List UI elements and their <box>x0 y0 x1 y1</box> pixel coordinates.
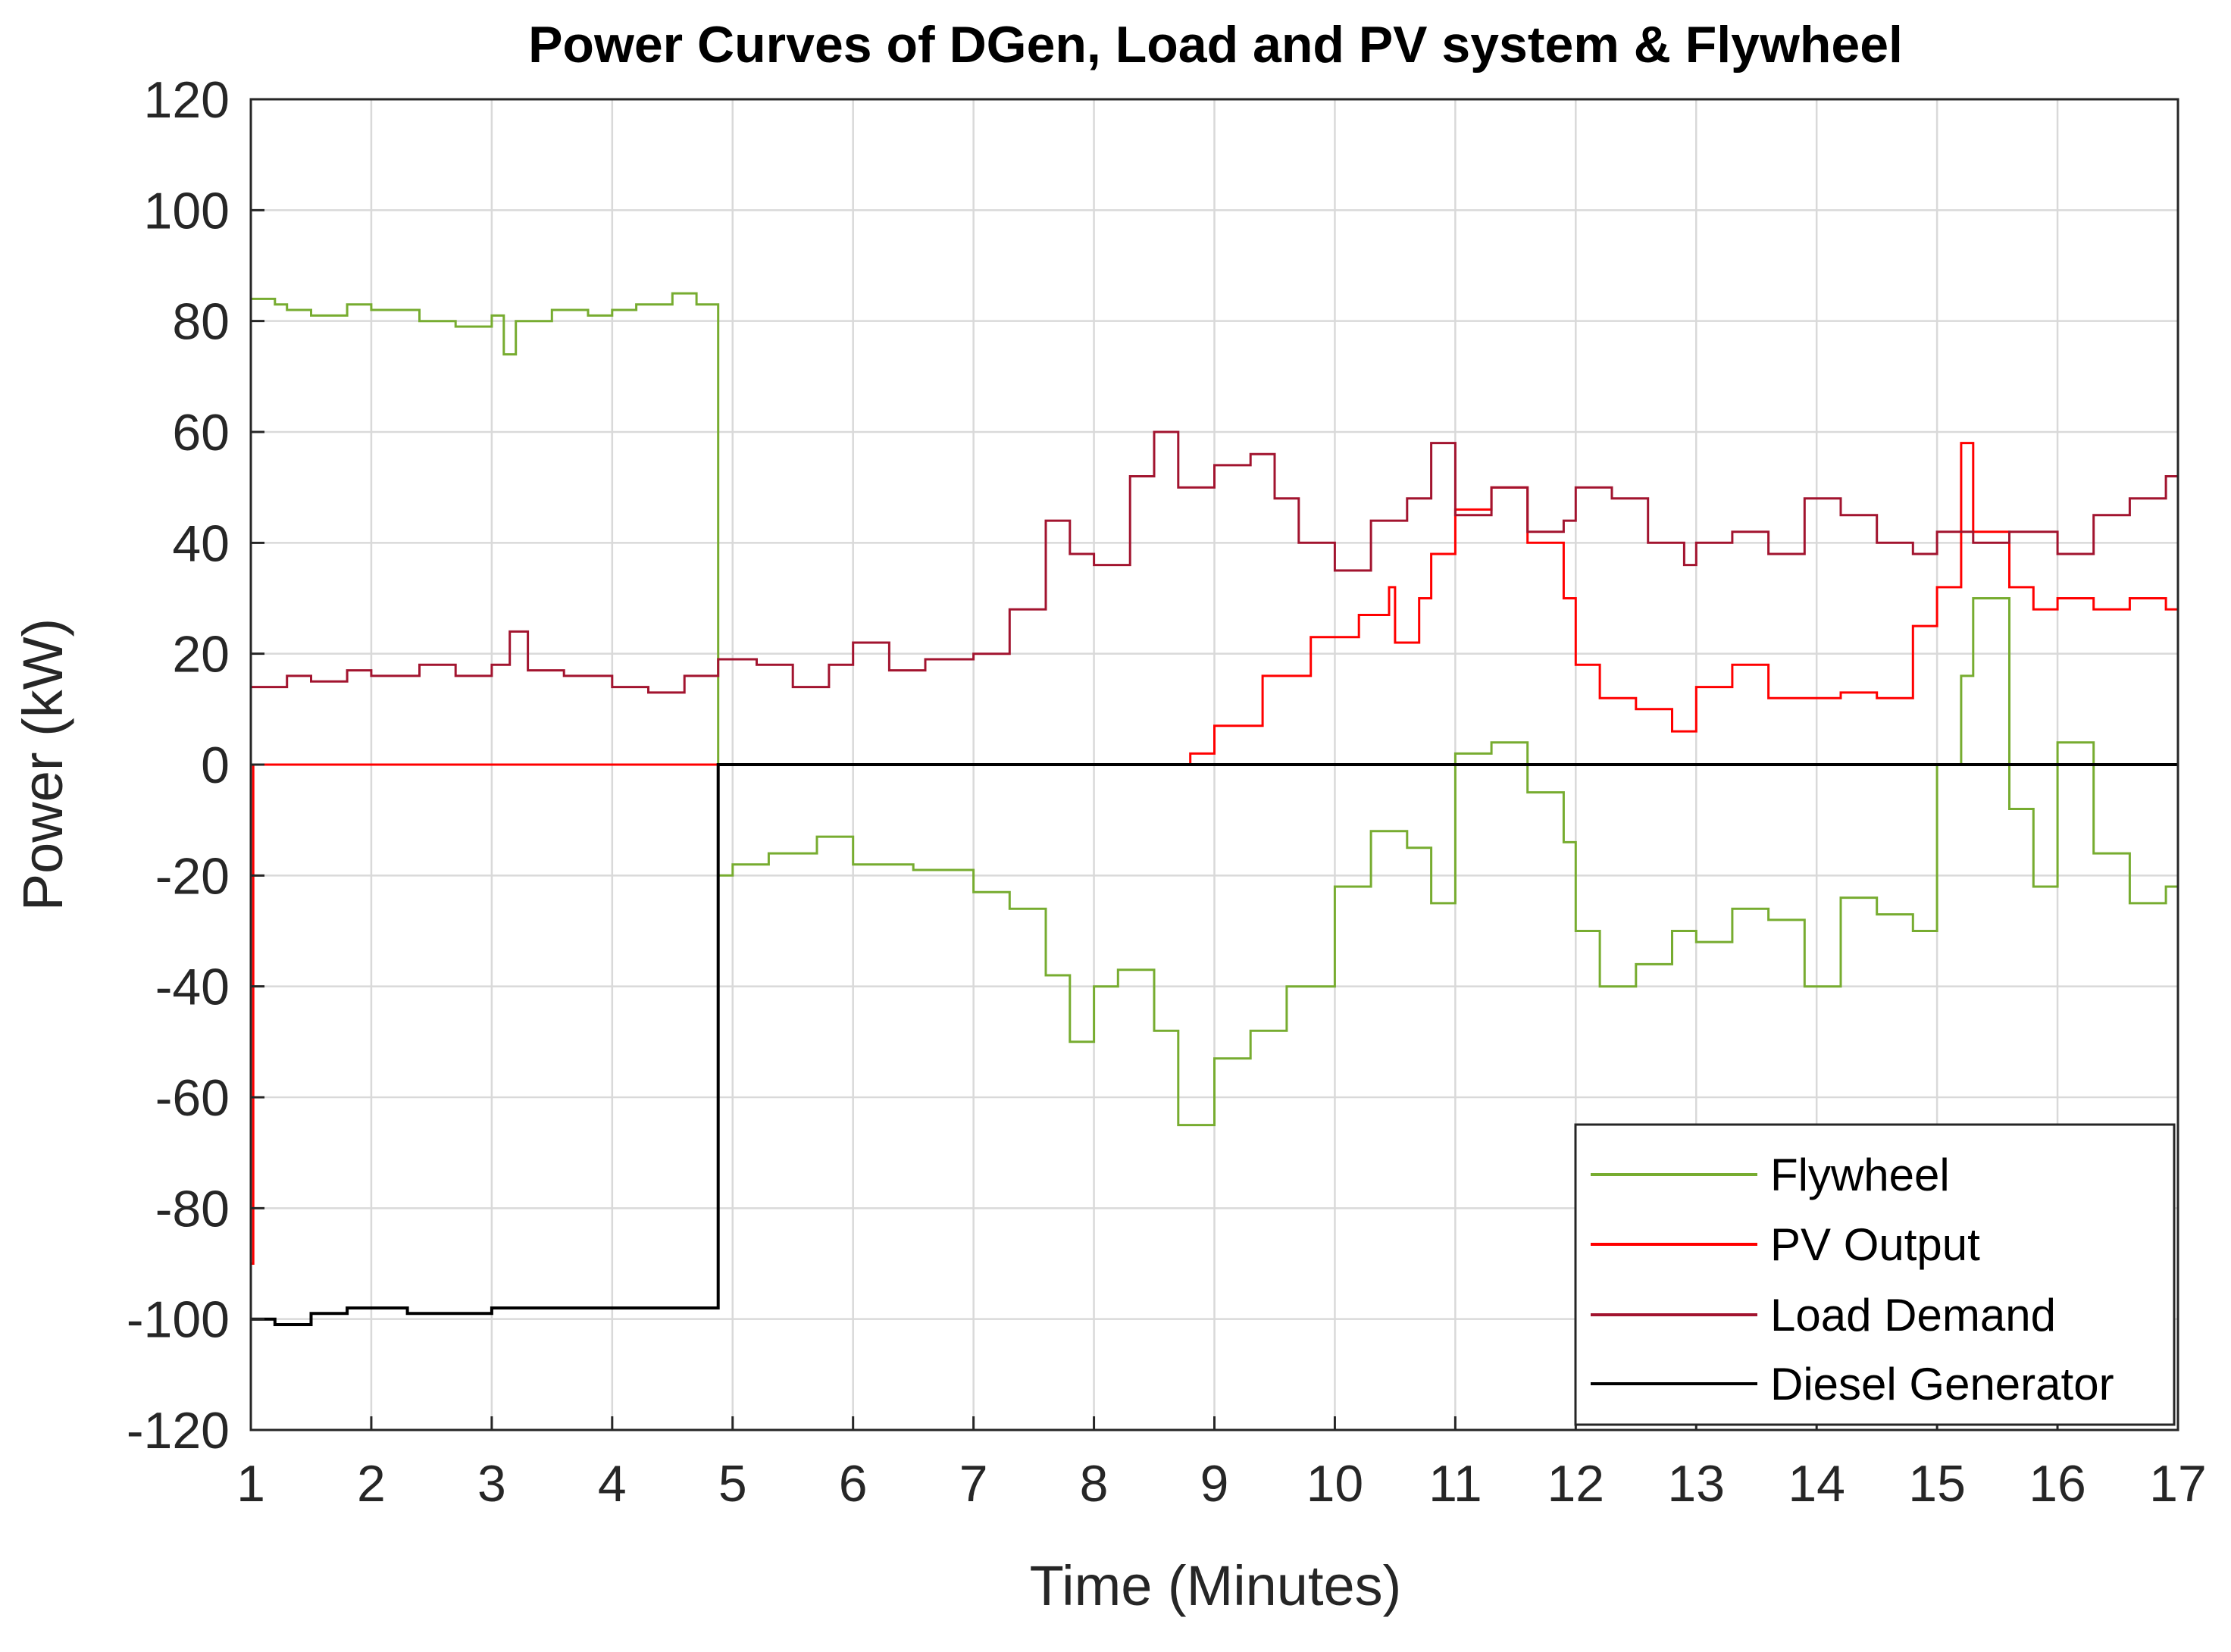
legend-label-pv-output: PV Output <box>1770 1219 1980 1270</box>
x-tick-label: 2 <box>357 1455 386 1513</box>
series-line-load-demand <box>251 430 2179 694</box>
x-tick-label: 7 <box>959 1455 988 1513</box>
x-tick-label: 14 <box>1788 1455 1845 1513</box>
x-tick-label: 13 <box>1667 1455 1725 1513</box>
x-tick-label: 10 <box>1306 1455 1364 1513</box>
series-line-pv-output <box>251 442 2179 1265</box>
legend-label-load-demand: Load Demand <box>1770 1290 2056 1341</box>
x-tick-label: 9 <box>1200 1455 1229 1513</box>
y-tick-label: -80 <box>155 1180 230 1237</box>
legend-label-flywheel: Flywheel <box>1770 1150 1950 1200</box>
y-tick-label: 80 <box>172 293 230 351</box>
x-tick-label: 12 <box>1547 1455 1604 1513</box>
y-tick-label: 100 <box>144 182 230 239</box>
x-tick-label: 4 <box>598 1455 627 1513</box>
x-tick-label: 11 <box>1428 1455 1482 1513</box>
x-tick-label: 1 <box>236 1455 265 1513</box>
x-tick-label: 3 <box>477 1455 506 1513</box>
x-axis-ticks: 1 2 3 4 5 6 7 8 9 10 11 12 13 14 15 16 17 <box>236 1416 2207 1513</box>
legend: Flywheel PV Output Load Demand Diesel Ge… <box>1574 1123 2176 1426</box>
y-tick-label: 0 <box>201 737 230 794</box>
series-group <box>251 292 2179 1326</box>
x-tick-label: 17 <box>2149 1455 2207 1513</box>
x-axis-label: Time (Minutes) <box>1030 1554 1402 1617</box>
x-tick-label: 5 <box>718 1455 747 1513</box>
y-tick-label: 120 <box>144 71 230 129</box>
series-line-flywheel <box>251 292 2179 1127</box>
y-tick-label: -60 <box>155 1069 230 1127</box>
series-line-diesel-generator <box>251 763 2178 1326</box>
x-tick-label: 16 <box>2029 1455 2086 1513</box>
y-tick-label: -40 <box>155 959 230 1016</box>
y-tick-label: -120 <box>127 1402 230 1460</box>
legend-label-diesel-generator: Diesel Generator <box>1770 1359 2114 1410</box>
y-axis-ticks: 120 100 80 60 40 20 0 -20 -40 -60 -80 -100 -120 <box>127 71 264 1460</box>
x-tick-label: 15 <box>1908 1455 1966 1513</box>
x-tick-label: 6 <box>839 1455 868 1513</box>
y-tick-label: -20 <box>155 847 230 905</box>
y-tick-label: 20 <box>172 626 230 684</box>
x-tick-label: 8 <box>1080 1455 1109 1513</box>
y-tick-label: 60 <box>172 404 230 461</box>
y-tick-label: 40 <box>172 515 230 572</box>
y-axis-label: Power (kW) <box>11 618 74 911</box>
y-tick-label: -100 <box>127 1291 230 1349</box>
chart-title: Power Curves of DGen, Load and PV system… <box>528 16 1903 74</box>
